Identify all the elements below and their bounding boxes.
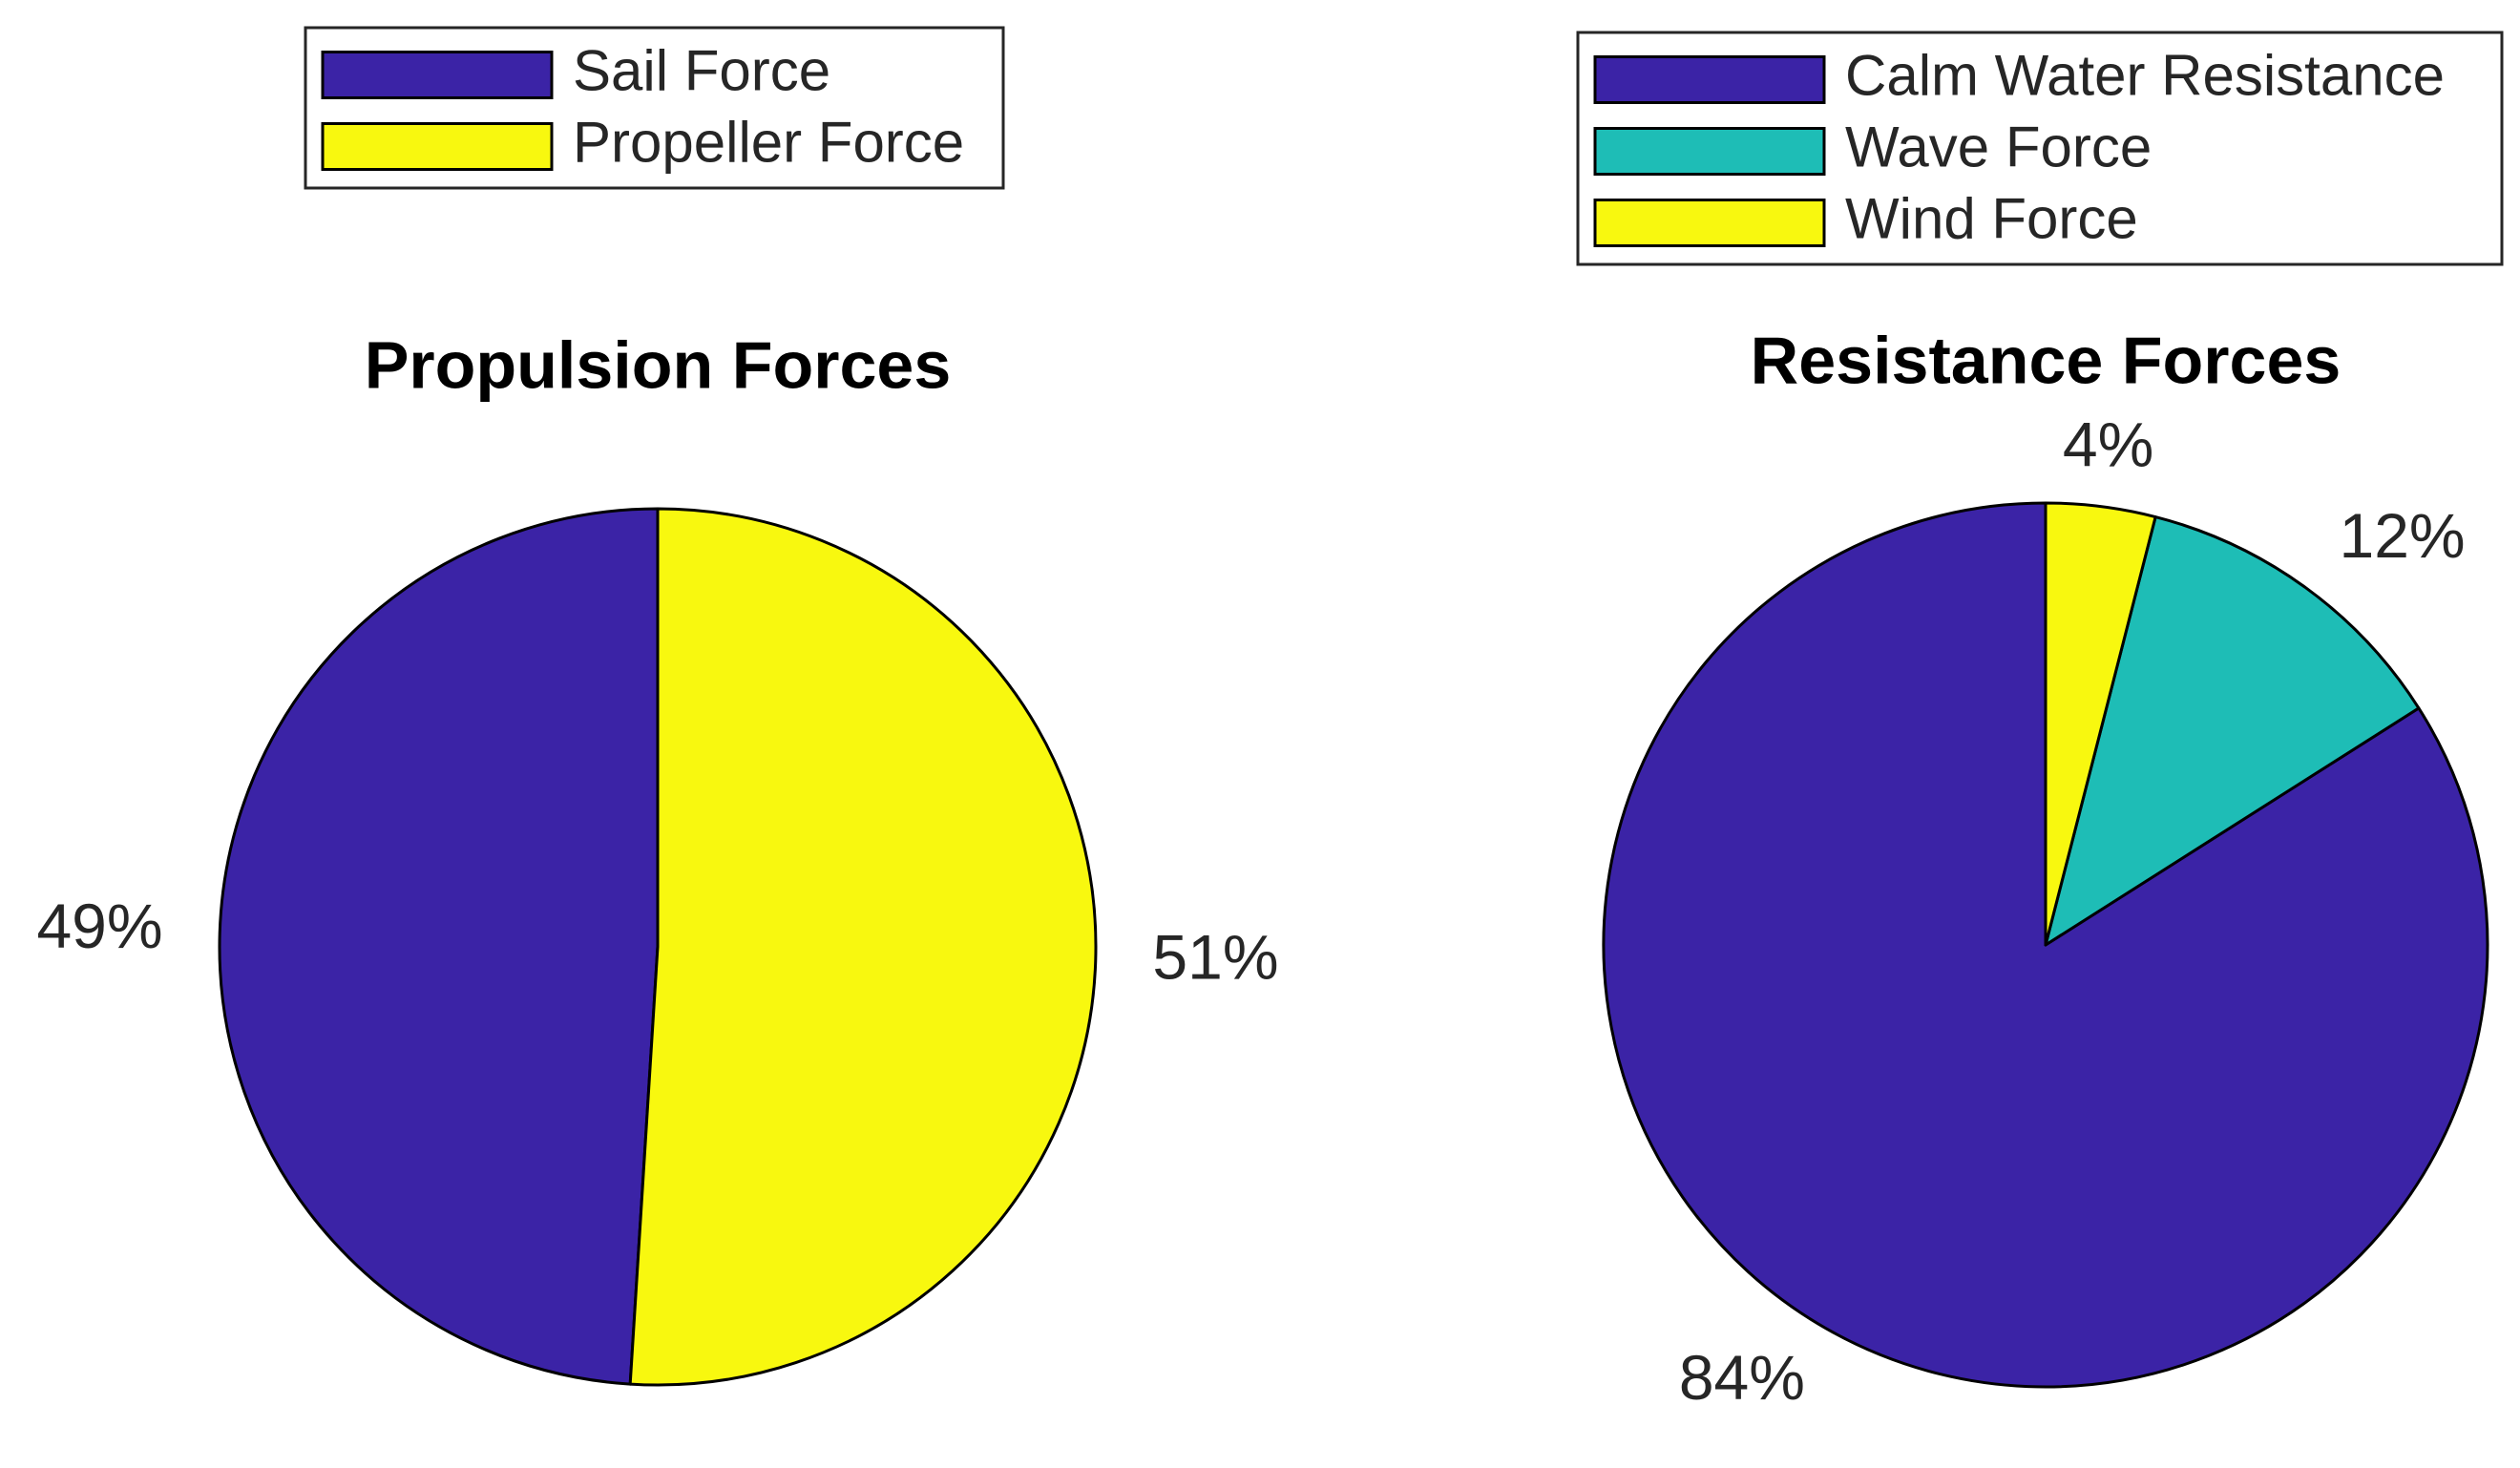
legend-label: Propeller Force [573,110,964,174]
pie-slice [2044,515,2421,947]
pie-slice [2044,501,2157,947]
legend-swatch [1593,127,1826,176]
pie-slice [628,507,1098,1387]
legend-label: Wind Force [1845,186,2138,250]
legend-label: Wave Force [1845,115,2152,178]
legend-swatch [1593,199,1826,247]
chart-title: Resistance Forces [1751,323,2342,397]
data-label: 51% [1152,922,1278,993]
legend-swatch [321,122,554,171]
legend-label: Sail Force [573,38,830,102]
data-label: 4% [2063,409,2153,479]
pie-slice [218,507,660,1386]
legend-label: Calm Water Resistance [1845,43,2445,107]
chart-title: Propulsion Forces [365,327,952,402]
legend-swatch [321,51,554,99]
data-label: 12% [2340,500,2466,571]
legend-swatch [1593,55,1826,104]
data-label: 49% [36,891,162,961]
data-label: 84% [1679,1342,1805,1413]
